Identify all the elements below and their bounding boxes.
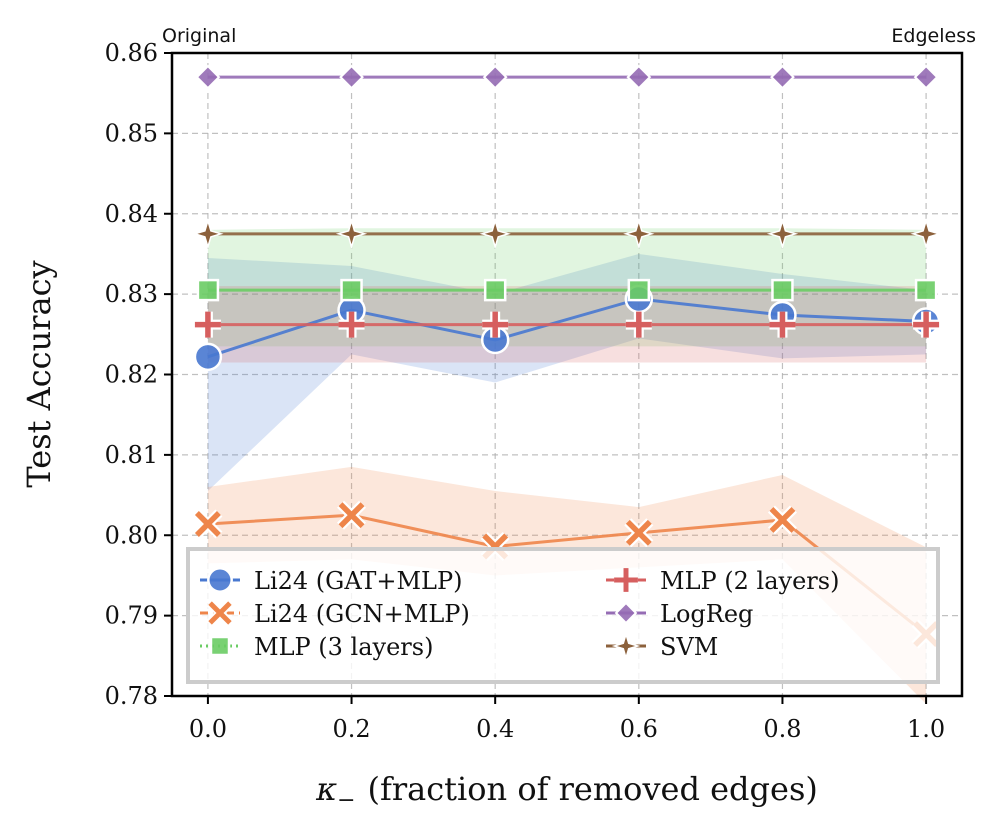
x-tick-label: 0.8: [763, 715, 801, 743]
axis-ticks: 0.0 0.2 0.4 0.6 0.8 1.0 0.78 0.79 0.80 0.81 0.82 0.…: [105, 39, 946, 743]
legend-marker-stroke: [614, 568, 638, 592]
x-axis-label-symbol: κ: [315, 770, 337, 808]
logreg-marker: [339, 64, 364, 90]
svm-marker: [335, 218, 368, 250]
li24-gat-mlp-band: [207, 253, 927, 492]
y-tick-label: 0.81: [105, 441, 158, 469]
y-axis-label: Test Accuracy: [20, 260, 58, 487]
legend-label: Li24 (GAT+MLP): [254, 567, 462, 595]
mlp-2-layers-marker-stroke: [625, 311, 652, 338]
legend-item-li24-gcn-mlp: Li24 (GCN+MLP): [200, 599, 470, 628]
li24-gat-mlp-marker: [193, 342, 223, 372]
mlp-2-layers-marker-stroke: [482, 311, 509, 338]
li24-gcn-mlp-marker-stroke: [625, 519, 652, 546]
x-axis-label-subscript: −: [337, 788, 355, 813]
legend-label: MLP (3 layers): [254, 633, 433, 661]
legend-label: MLP (2 layers): [660, 567, 839, 595]
y-tick-label: 0.83: [105, 280, 158, 308]
legend-label: SVM: [660, 633, 718, 661]
logreg-marker: [626, 64, 652, 90]
mlp-3-layers-marker: [196, 278, 220, 302]
annotation-edgeless: Edgeless: [891, 25, 976, 47]
svm-marker: [766, 218, 799, 250]
annotation-original: Original: [162, 25, 236, 47]
series-markers: [192, 64, 942, 649]
mlp-3-layers-marker: [483, 278, 507, 302]
li24-gcn-mlp-marker: [337, 500, 367, 530]
mlp-2-layers-marker: [769, 311, 796, 338]
li24-gcn-mlp-marker: [193, 509, 223, 539]
legend-marker: [209, 635, 231, 657]
logreg-marker: [770, 64, 795, 90]
x-tick-label: 0.6: [620, 715, 658, 743]
li24-gcn-mlp-marker-stroke: [769, 507, 796, 533]
legend-marker-stroke: [208, 601, 232, 625]
y-tick-label: 0.84: [105, 200, 158, 228]
legend-item-logreg: LogReg: [606, 600, 753, 628]
mlp-2-layers-marker-stroke: [338, 311, 365, 338]
li24-gcn-mlp-band: [207, 466, 927, 705]
mlp-2-layers-marker: [338, 311, 365, 338]
mlp-2-layers-marker-stroke: [769, 311, 796, 338]
svm-marker: [192, 218, 224, 250]
legend-marker: [611, 631, 641, 661]
logreg-marker: [482, 64, 508, 90]
legend-item-mlp-2-layers: MLP (2 layers): [606, 567, 839, 595]
legend-marker: [207, 567, 233, 593]
x-tick-label: 0.4: [476, 715, 514, 743]
series-lines: [207, 75, 928, 636]
mlp-3-layers-marker: [771, 278, 794, 302]
mlp-3-layers-marker: [914, 278, 938, 302]
li24-gcn-mlp-line: [207, 513, 928, 636]
legend-item-li24-gat-mlp: Li24 (GAT+MLP): [200, 567, 462, 595]
mlp-2-layers-marker: [482, 311, 509, 338]
x-tick-label: 1.0: [907, 715, 945, 743]
y-tick-label: 0.78: [105, 682, 158, 710]
li24-gcn-mlp-marker: [767, 505, 797, 535]
mlp-3-layers-marker: [340, 278, 363, 302]
li24-gcn-mlp-marker-stroke: [194, 511, 221, 537]
mlp-2-layers-marker-stroke: [194, 311, 221, 338]
mlp-2-layers-marker: [913, 311, 940, 338]
legend: Li24 (GAT+MLP) Li24 (GCN+MLP) MLP (3 layer…: [186, 547, 940, 684]
li24-gcn-mlp-marker-stroke: [338, 502, 365, 529]
legend-box: [186, 547, 940, 684]
mlp-3-layers-marker: [627, 278, 651, 302]
li24-gcn-mlp-marker: [624, 518, 654, 548]
svm-marker: [910, 218, 942, 250]
svm-marker: [623, 218, 655, 250]
legend-item-mlp-3-layers: MLP (3 layers): [200, 633, 433, 661]
y-tick-label: 0.80: [105, 521, 158, 549]
mlp-2-layers-marker: [625, 311, 652, 338]
x-axis-label-text: (fraction of removed edges): [368, 770, 818, 808]
y-tick-label: 0.79: [105, 602, 158, 630]
y-tick-label: 0.82: [105, 361, 158, 389]
legend-marker: [614, 601, 638, 625]
legend-label: LogReg: [660, 600, 753, 628]
y-tick-label: 0.86: [105, 39, 158, 67]
logreg-marker: [195, 64, 221, 90]
mlp-2-layers-marker-stroke: [913, 311, 940, 338]
logreg-marker: [913, 64, 939, 90]
legend-item-svm: SVM: [606, 631, 718, 661]
legend-marker: [614, 568, 638, 592]
y-tick-label: 0.85: [105, 119, 158, 147]
mlp-2-layers-marker: [194, 311, 221, 338]
li24-gat-mlp-line: [207, 297, 927, 359]
legend-label: Li24 (GCN+MLP): [254, 600, 470, 628]
svm-marker: [479, 218, 511, 250]
x-tick-label: 0.0: [189, 715, 227, 743]
x-axis-label: κ− (fraction of removed edges): [315, 770, 818, 813]
legend-marker: [206, 599, 234, 627]
x-tick-label: 0.2: [332, 715, 370, 743]
